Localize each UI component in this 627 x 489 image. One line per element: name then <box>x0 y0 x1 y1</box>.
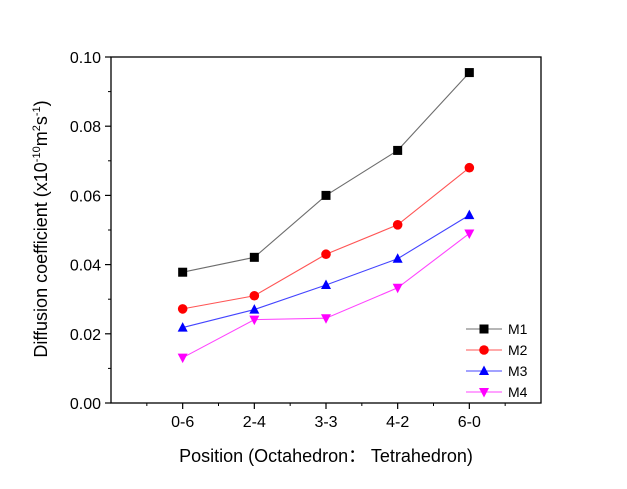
data-point <box>392 283 403 294</box>
series-m3 <box>177 209 475 332</box>
data-point <box>464 229 475 239</box>
data-point <box>177 304 188 314</box>
data-point <box>321 314 331 324</box>
x-tick-label: 6-0 <box>458 414 481 431</box>
data-point <box>321 249 331 260</box>
y-tick-label: 0.08 <box>70 119 101 136</box>
y-tick-label: 0.00 <box>70 396 101 413</box>
y-axis-title-exp-3: -1 <box>31 106 43 116</box>
legend-marker <box>479 365 489 375</box>
y-tick-label: 0.10 <box>70 50 101 67</box>
data-point <box>464 162 475 173</box>
x-axis-title: Position (Octahedron： Tetrahedron) <box>179 446 473 466</box>
y-tick-label: 0.04 <box>70 258 101 275</box>
series-m4 <box>177 229 475 364</box>
data-point <box>392 220 403 230</box>
data-point <box>392 253 403 263</box>
legend-marker <box>479 324 489 334</box>
data-point <box>178 267 188 277</box>
plot-border <box>110 56 542 404</box>
series-line <box>182 72 470 273</box>
y-axis-title-close: ) <box>31 100 51 106</box>
series-line <box>182 214 470 329</box>
legend-item-m3: M3 <box>466 363 528 379</box>
data-point <box>177 353 188 364</box>
legend-item-m1: M1 <box>466 321 528 337</box>
y-tick-label: 0.06 <box>70 188 101 205</box>
legend-label: M2 <box>508 342 528 358</box>
plot-frame <box>110 56 542 404</box>
series-m2 <box>177 162 475 314</box>
series-m1 <box>178 68 474 277</box>
data-point <box>393 145 403 155</box>
data-point <box>249 304 260 314</box>
x-tick-label: 3-3 <box>314 414 337 431</box>
y-axis-title-exp-1: -10 <box>31 146 43 162</box>
y-axis-title-unit-s: s <box>31 116 51 125</box>
data-point <box>249 290 260 301</box>
x-axis-ticks: 0-6 2-4 3-3 4-2 6-0 <box>146 403 506 431</box>
x-tick-label: 2-4 <box>243 414 266 431</box>
data-point <box>321 279 331 290</box>
y-axis-title: Diffusion coefficient (x10-10m2s-1) <box>31 100 51 357</box>
y-tick-label: 0.02 <box>70 327 101 344</box>
data-point <box>249 315 260 326</box>
y-axis-title-main: Diffusion coefficient (x10 <box>31 162 51 357</box>
data-point <box>177 322 188 332</box>
legend-label: M4 <box>508 384 528 400</box>
legend-marker <box>479 345 489 355</box>
x-tick-label: 4-2 <box>386 414 409 431</box>
legend-item-m2: M2 <box>466 342 528 358</box>
x-tick-label: 0-6 <box>171 414 194 431</box>
y-axis-title-exp-2: 2 <box>31 125 43 131</box>
legend-marker <box>479 388 489 398</box>
legend: M1 M2 M3 M4 <box>466 321 528 400</box>
data-point <box>464 68 474 78</box>
data-point <box>321 190 331 200</box>
y-axis-title-unit-m: m <box>31 131 51 146</box>
data-point <box>249 252 259 262</box>
legend-label: M1 <box>508 321 528 337</box>
legend-label: M3 <box>508 363 528 379</box>
series-layer <box>177 68 475 364</box>
legend-item-m4: M4 <box>466 384 528 400</box>
data-point <box>464 209 475 220</box>
y-axis-ticks: 0.00 0.02 0.04 0.06 0.08 0.10 <box>70 50 111 413</box>
